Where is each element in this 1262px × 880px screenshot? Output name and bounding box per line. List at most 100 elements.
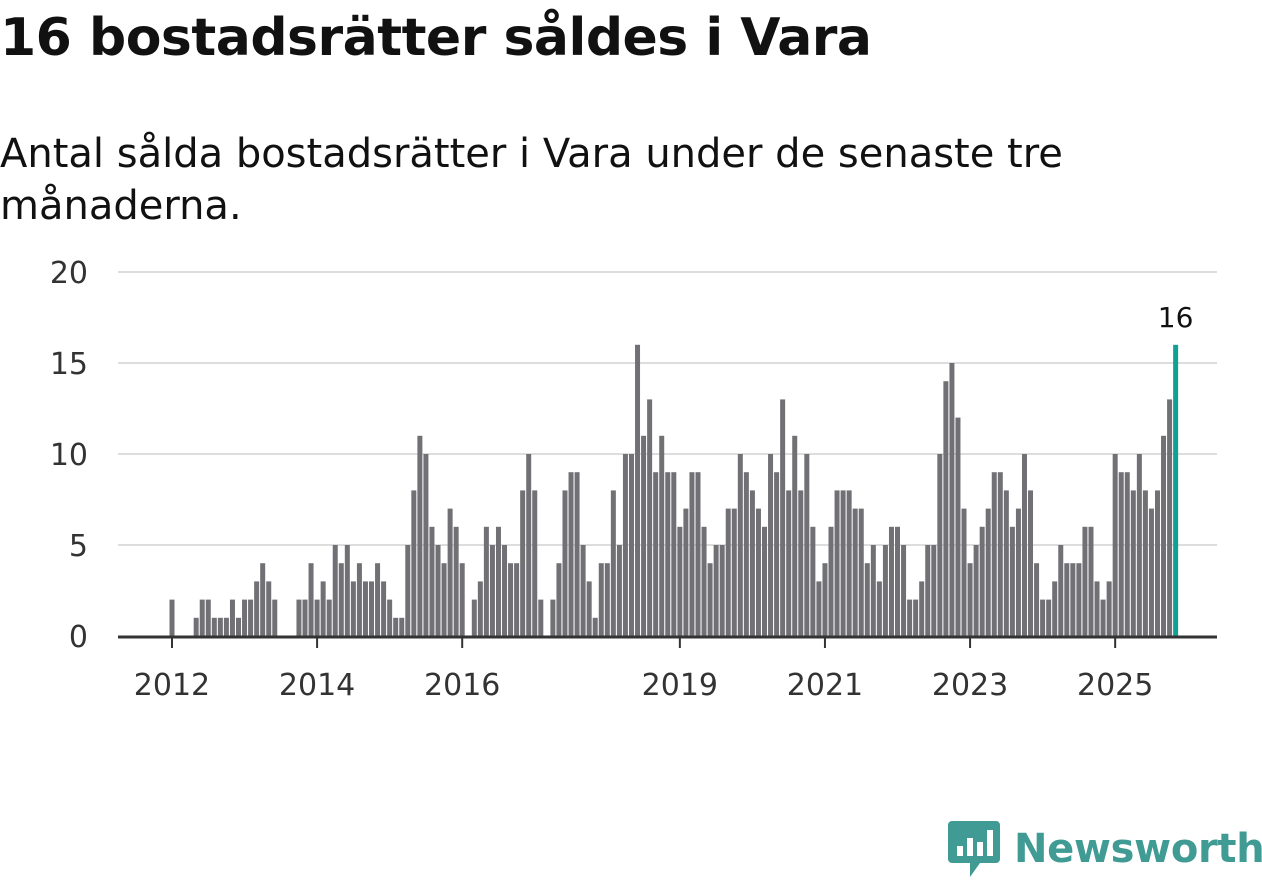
gridlines (118, 271, 1217, 546)
bar (453, 526, 459, 636)
bar (671, 472, 677, 636)
bar (592, 617, 598, 636)
y-tick-label: 0 (69, 620, 88, 655)
y-tick-label: 5 (69, 529, 88, 564)
bar (344, 545, 350, 636)
bar (471, 599, 477, 636)
bar (441, 563, 447, 636)
bar (205, 599, 211, 636)
bar (1112, 454, 1118, 636)
bar (1040, 599, 1046, 636)
bar (725, 508, 731, 636)
bar (320, 581, 326, 636)
bar (399, 617, 405, 636)
bar (477, 581, 483, 636)
bar (314, 599, 320, 636)
bar (332, 545, 338, 636)
y-tick-label: 15 (50, 347, 88, 382)
bar (1028, 490, 1034, 636)
bar (925, 545, 931, 636)
annotations: 16 (1158, 301, 1194, 334)
x-tick-label: 2023 (932, 668, 1008, 703)
bar (822, 563, 828, 636)
bar (876, 581, 882, 636)
bar (459, 563, 465, 636)
bar (780, 399, 786, 636)
bar (423, 454, 429, 636)
bar (864, 563, 870, 636)
bar (967, 563, 973, 636)
x-tick-label: 2019 (642, 668, 718, 703)
chart-title: 16 bostadsrätter såldes i Vara (0, 8, 872, 68)
bar (1167, 399, 1173, 636)
bar (417, 435, 423, 636)
bar (350, 581, 356, 636)
bar (387, 599, 393, 636)
bar (556, 563, 562, 636)
bar (1100, 599, 1106, 636)
bar (562, 490, 568, 636)
x-tick-label: 2014 (279, 668, 355, 703)
bar (1088, 526, 1094, 636)
bar (701, 526, 707, 636)
bar (979, 526, 985, 636)
bar (580, 545, 586, 636)
bar (550, 599, 556, 636)
bar (653, 472, 659, 636)
bar (1118, 472, 1124, 636)
bar (538, 599, 544, 636)
bar (804, 454, 810, 636)
bar (768, 454, 774, 636)
bar (937, 454, 943, 636)
bar (665, 472, 671, 636)
bar (532, 490, 538, 636)
bar (755, 508, 761, 636)
bar (362, 581, 368, 636)
bar (713, 545, 719, 636)
bar (895, 526, 901, 636)
bar (447, 508, 453, 636)
bar (1082, 526, 1088, 636)
bar (1064, 563, 1070, 636)
bar (169, 599, 175, 636)
bar (381, 581, 387, 636)
bar (943, 381, 949, 636)
bar (852, 508, 858, 636)
bar (223, 617, 229, 636)
x-tick-label: 2012 (134, 668, 210, 703)
chart-subtitle: Antal sålda bostadsrätter i Vara under d… (0, 131, 1063, 229)
bar (635, 344, 641, 636)
bar (689, 472, 695, 636)
bar (1124, 472, 1130, 636)
y-axis-labels: 0 5 10 15 20 (50, 256, 88, 655)
bar (858, 508, 864, 636)
newsworthy-brand-name: Newsworthy (1014, 826, 1262, 872)
bar (870, 545, 876, 636)
highlight-value-label: 16 (1158, 301, 1194, 334)
bar (828, 526, 834, 636)
bar (846, 490, 852, 636)
bar (731, 508, 737, 636)
bar (622, 454, 628, 636)
bar (737, 454, 743, 636)
bar (901, 545, 907, 636)
bar (719, 545, 725, 636)
newsworthy-logo[interactable]: Newsworthy (948, 818, 1262, 880)
bar (786, 490, 792, 636)
y-tick-label: 10 (50, 438, 88, 473)
bar (743, 472, 749, 636)
bar (882, 545, 888, 636)
bar (1003, 490, 1009, 636)
bar (659, 435, 665, 636)
bar (211, 617, 217, 636)
bar (749, 490, 755, 636)
bar (1034, 563, 1040, 636)
x-tick-label: 2021 (787, 668, 863, 703)
bar (242, 599, 248, 636)
bar (1015, 508, 1021, 636)
bar (302, 599, 308, 636)
bar (502, 545, 508, 636)
bar (326, 599, 332, 636)
bar (949, 363, 955, 636)
bar (514, 563, 520, 636)
